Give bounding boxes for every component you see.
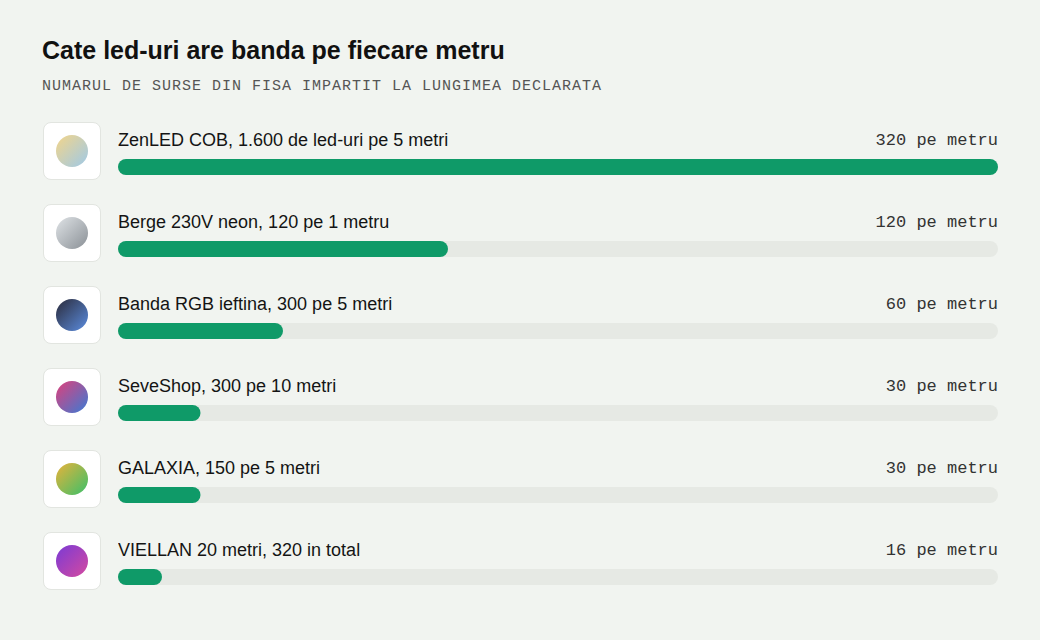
html-text:NUMARUL DE SURSE DIN FISA IMPA: NUMARUL DE SURSE DIN FISA IMPARTIT LA LU…: [42, 78, 603, 95]
svg-text:Berge 230V neon, 120 pe 1 metr: Berge 230V neon, 120 pe 1 metru: [118, 212, 389, 232]
svg-text:30 pe metru: 30 pe metru: [886, 377, 998, 396]
svg-text:120 pe metru: 120 pe metru: [876, 213, 998, 232]
svg-text:SeveShop, 300 pe 10 metri: SeveShop, 300 pe 10 metri: [118, 376, 336, 396]
svg-text:GALAXIA, 150 pe 5 metri: GALAXIA, 150 pe 5 metri: [118, 458, 320, 478]
svg-text:60 pe metru: 60 pe metru: [886, 295, 998, 314]
svg-text:16 pe metru: 16 pe metru: [886, 541, 998, 560]
svg-text:Banda RGB ieftina, 300 pe 5 me: Banda RGB ieftina, 300 pe 5 metri: [118, 294, 392, 314]
svg-text:VIELLAN 20 metri, 320 in total: VIELLAN 20 metri, 320 in total: [118, 540, 360, 560]
html-text:Cate led-uri are banda pe fiec: Cate led-uri are banda pe fiecare metru: [42, 36, 505, 64]
svg-text:320 pe metru: 320 pe metru: [876, 131, 998, 150]
svg-text:30 pe metru: 30 pe metru: [886, 459, 998, 478]
svg-text:ZenLED COB, 1.600 de led-uri p: ZenLED COB, 1.600 de led-uri pe 5 metri: [118, 130, 448, 150]
